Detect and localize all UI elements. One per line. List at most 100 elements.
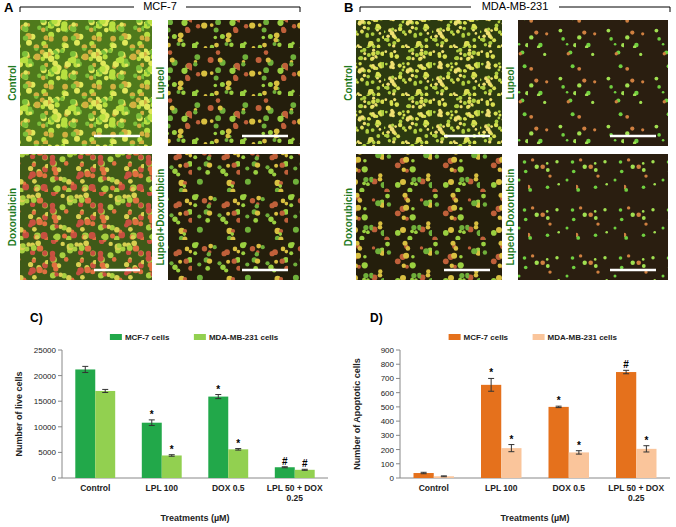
image-label: Lupeol <box>155 66 166 99</box>
error-bar <box>643 446 649 452</box>
y-tick <box>396 364 400 365</box>
scale-bar <box>610 269 656 272</box>
micrograph <box>356 154 502 280</box>
image-label: Doxorubicin <box>343 188 354 246</box>
image-panel: AMCF-7ControlLupeolDoxorubicinLupeol+Dox… <box>4 0 300 280</box>
micrograph <box>518 20 668 146</box>
category-line: LPL 50 + DOX <box>267 483 323 493</box>
bar <box>414 473 434 478</box>
legend-swatch <box>110 334 122 340</box>
error-bar <box>169 455 175 457</box>
error-bar <box>215 395 221 399</box>
y-tick-label: 5000 <box>38 448 56 457</box>
y-tick <box>396 392 400 393</box>
panel-label: B <box>344 0 353 15</box>
category-line: DOX 0.5 <box>552 483 585 493</box>
chart-label: C) <box>30 311 43 325</box>
image-panel: BMDA-MB-231ControlLupeolDoxorubicinLupeo… <box>343 0 670 280</box>
error-bar <box>421 472 427 473</box>
x-axis-title: Treatments (µM) <box>160 513 229 523</box>
category-line: LPL 50 + DOX <box>608 483 664 493</box>
error-bar <box>623 370 629 373</box>
y-tick-label: 300 <box>381 431 395 440</box>
y-tick-label: 700 <box>381 374 395 383</box>
bar <box>228 449 248 478</box>
category-label: Control <box>80 483 110 493</box>
significance-mark: * <box>489 367 493 378</box>
category-line: 0.25 <box>286 493 303 503</box>
bar <box>636 449 656 478</box>
bars <box>75 366 314 478</box>
y-axis-title: Number of Apoptotic cells <box>352 358 362 470</box>
bar <box>549 407 569 478</box>
bar <box>208 397 228 478</box>
image-label: Control <box>7 65 18 101</box>
panel-bracket <box>360 7 670 12</box>
category-line: Control <box>80 483 110 493</box>
panel-title: MCF-7 <box>143 0 177 12</box>
y-tick <box>58 350 62 351</box>
error-bar <box>235 449 241 451</box>
y-tick <box>396 449 400 450</box>
error-bar <box>149 420 155 426</box>
y-tick-label: 800 <box>381 360 395 369</box>
legend-label: MCF-7 cells <box>125 333 170 342</box>
y-tick <box>396 463 400 464</box>
scale-bar <box>94 269 140 272</box>
y-tick <box>58 478 62 479</box>
y-tick <box>58 426 62 427</box>
y-tick-label: 0 <box>52 474 57 483</box>
legend-label: MDA-MB-231 cells <box>548 333 618 342</box>
background <box>0 0 676 527</box>
significance-mark: * <box>644 435 648 446</box>
legend-label: MDA-MB-231 cells <box>209 333 279 342</box>
y-tick-label: 100 <box>381 460 395 469</box>
error-bar <box>441 475 447 477</box>
y-tick <box>58 375 62 376</box>
significance-mark: * <box>577 440 581 451</box>
micrograph <box>20 20 152 146</box>
category-label: LPL 50 + DOX0.25 <box>267 483 323 503</box>
bar <box>95 391 115 478</box>
category-line: 0.25 <box>628 493 645 503</box>
error-bar <box>576 451 582 454</box>
scale-bar <box>444 269 490 272</box>
scale-bar <box>444 135 490 138</box>
error-bar <box>282 467 288 468</box>
category-line: Control <box>419 483 449 493</box>
panel-label: A <box>4 0 14 15</box>
category-label: LPL 50 + DOX0.25 <box>608 483 664 503</box>
legend: MCF-7 cellsMDA-MB-231 cells <box>449 333 618 342</box>
bar <box>162 455 182 478</box>
image-label: Control <box>343 65 354 101</box>
significance-mark: * <box>216 384 220 395</box>
micrograph <box>356 20 502 146</box>
error-bar <box>102 389 108 392</box>
category-label: LPL 100 <box>485 483 518 493</box>
bar-chart: C)0500010000150002000025000Number of liv… <box>14 311 328 523</box>
y-tick-label: 600 <box>381 389 395 398</box>
category-label: Control <box>419 483 449 493</box>
y-tick <box>396 435 400 436</box>
bar <box>434 476 454 478</box>
y-axis-title: Number of live cells <box>14 371 24 456</box>
error-bar <box>82 366 88 372</box>
micrograph <box>168 20 300 146</box>
legend-swatch <box>533 334 545 340</box>
image-label: Lupeol+Doxorubicin <box>155 169 166 266</box>
category-label: DOX 0.5 <box>212 483 245 493</box>
bar <box>569 452 589 478</box>
y-tick-label: 10000 <box>34 423 57 432</box>
bar <box>142 423 162 478</box>
bar <box>295 470 315 478</box>
y-tick-label: 20000 <box>34 372 57 381</box>
bar <box>481 385 501 478</box>
y-tick <box>396 406 400 407</box>
category-label: DOX 0.5 <box>552 483 585 493</box>
bar <box>616 372 636 478</box>
y-tick-label: 500 <box>381 403 395 412</box>
significance-mark: * <box>150 409 154 420</box>
y-tick-label: 400 <box>381 417 395 426</box>
image-label: Lupeol+Doxorubicin <box>505 169 516 266</box>
category-line: DOX 0.5 <box>212 483 245 493</box>
